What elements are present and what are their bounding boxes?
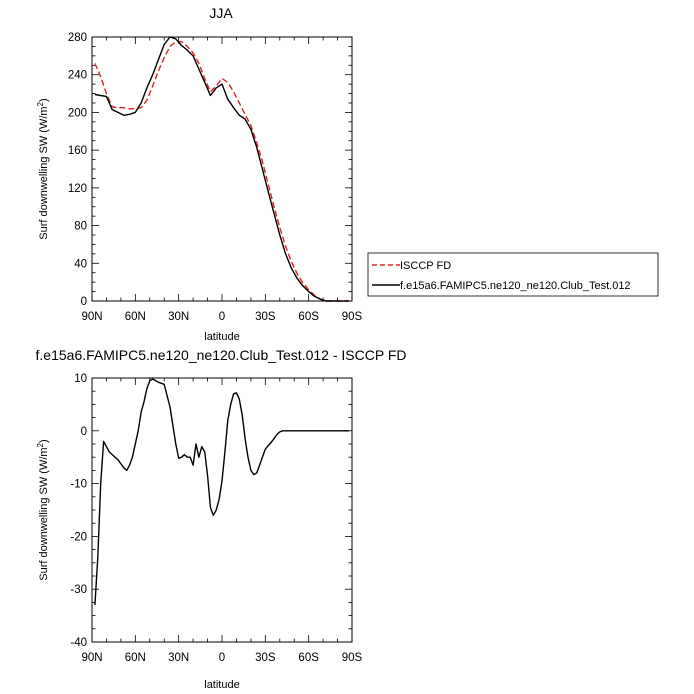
- top-chart-y-tick-label: 160: [68, 145, 87, 157]
- top-chart-x-tick-label: 30S: [255, 311, 276, 323]
- bottom-chart-y-tick-label: -10: [70, 479, 87, 491]
- top-chart-y-tick-label: 280: [68, 32, 87, 44]
- bottom-chart-y-axis-label-sup: 2: [36, 442, 45, 447]
- top-chart-series: [94, 36, 350, 302]
- bottom-chart-x-tick-label: 90S: [342, 652, 363, 664]
- top-chart-x-ticks: 90N 60N 30N 0 30S 60S 90S: [81, 37, 363, 323]
- top-chart-series-line-1: [94, 36, 350, 302]
- bottom-chart-x-tick-label: 0: [219, 652, 225, 664]
- top-chart-x-tick-label: 60S: [298, 311, 319, 323]
- top-chart-y-tick-label: 40: [74, 258, 87, 270]
- legend-frame: [367, 252, 659, 297]
- top-chart-series-line-0: [94, 41, 350, 302]
- top-chart-x-tick-label: 90S: [342, 311, 363, 323]
- bottom-chart-y-tick-label: -20: [70, 531, 87, 543]
- bottom-chart-series-line-0: [94, 378, 350, 606]
- bottom-chart-title: f.e15a6.FAMIPC5.ne120_ne120.Club_Test.01…: [36, 347, 407, 363]
- top-chart-y-axis-label-main: Surf downwelling SW (W/m: [38, 106, 50, 239]
- legend-label-isccp-fd: ISCCP FD: [400, 260, 451, 272]
- top-chart-y-axis-label-sup: 2: [36, 101, 45, 106]
- top-chart-y-tick-label: 200: [68, 107, 87, 119]
- top-chart: JJA 0 40 80 120 160 200 240 280 90N 60N 30N 0 30S 60…: [36, 5, 363, 343]
- bottom-chart-y-tick-label: -30: [70, 584, 87, 596]
- bottom-chart: f.e15a6.FAMIPC5.ne120_ne120.Club_Test.01…: [36, 347, 407, 691]
- bottom-chart-y-tick-label: 10: [74, 373, 87, 385]
- bottom-chart-y-tick-label: 0: [81, 426, 87, 438]
- bottom-chart-x-tick-label: 60S: [298, 652, 319, 664]
- bottom-chart-y-axis-label-main: Surf downwelling SW (W/m: [38, 447, 50, 580]
- bottom-chart-y-tick-label: -40: [70, 637, 87, 649]
- top-chart-x-tick-label: 30N: [168, 311, 189, 323]
- top-chart-y-tick-label: 80: [74, 221, 87, 233]
- top-chart-x-tick-label: 0: [219, 311, 225, 323]
- top-chart-title: JJA: [209, 5, 233, 21]
- top-chart-y-axis-label: Surf downwelling SW (W/m2): [36, 98, 50, 239]
- bottom-chart-y-ticks: -40 -30 -20 -10 0 10: [70, 373, 352, 649]
- top-chart-x-tick-label: 60N: [125, 311, 146, 323]
- top-chart-legend: ISCCP FD f.e15a6.FAMIPC5.ne120_ne120.Clu…: [367, 252, 659, 297]
- legend-label-model: f.e15a6.FAMIPC5.ne120_ne120.Club_Test.01…: [400, 280, 631, 292]
- bottom-chart-x-axis-label: latitude: [204, 679, 239, 691]
- top-chart-y-tick-label: 240: [68, 70, 87, 82]
- top-chart-x-axis-label: latitude: [204, 331, 239, 343]
- bottom-chart-x-tick-label: 60N: [125, 652, 146, 664]
- bottom-chart-x-tick-label: 30N: [168, 652, 189, 664]
- bottom-chart-x-tick-label: 30S: [255, 652, 276, 664]
- bottom-chart-x-ticks: 90N 60N 30N 0 30S 60S 90S: [81, 378, 363, 664]
- top-chart-y-tick-label: 0: [81, 296, 87, 308]
- top-chart-y-ticks: 0 40 80 120 160 200 240 280: [68, 32, 352, 308]
- bottom-chart-y-axis-label: Surf downwelling SW (W/m2): [36, 439, 50, 580]
- bottom-chart-plot-frame: [91, 377, 353, 643]
- bottom-chart-x-tick-label: 90N: [81, 652, 102, 664]
- top-chart-plot-frame: [91, 36, 353, 302]
- bottom-chart-y-axis-label-close: ): [38, 439, 50, 443]
- top-chart-y-tick-label: 120: [68, 183, 87, 195]
- top-chart-y-axis-label-close: ): [38, 98, 50, 102]
- bottom-chart-series: [94, 378, 350, 606]
- top-chart-x-tick-label: 90N: [81, 311, 102, 323]
